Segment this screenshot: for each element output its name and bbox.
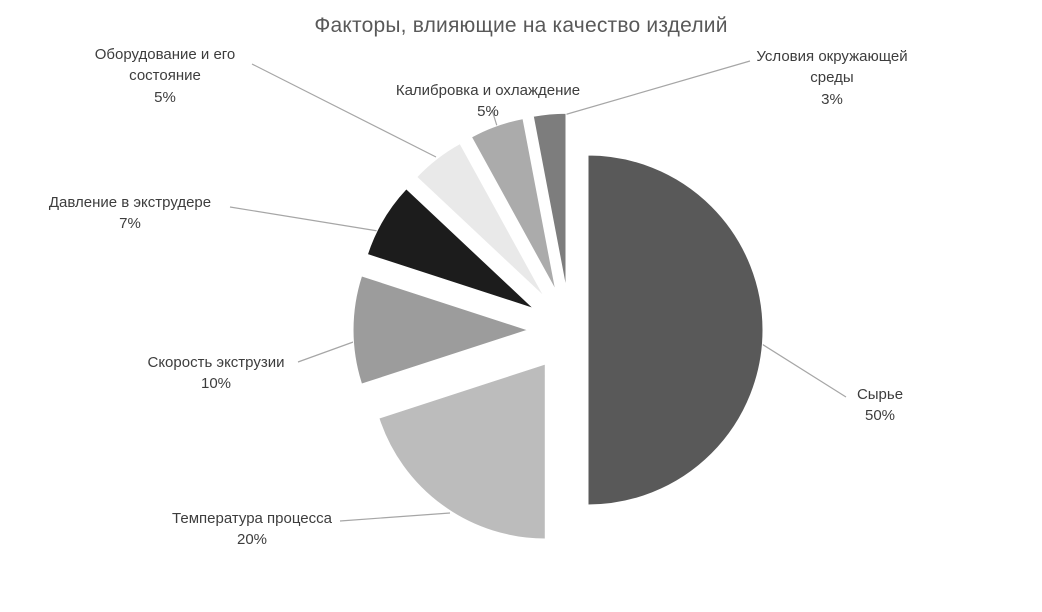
- slice-label-4: Оборудование и его состояние 5%: [79, 44, 251, 108]
- pie-slice-3: [366, 188, 535, 310]
- slice-name: Сырье: [856, 386, 904, 403]
- leader-line-4: [251, 63, 437, 158]
- slice-label-1: Температура процесса 20%: [122, 508, 382, 551]
- chart-title: Факторы, влияющие на качество изделий: [314, 14, 728, 37]
- pie-slice-1: [378, 363, 546, 540]
- pie-slice-4: [415, 142, 545, 298]
- slice-percent: 50%: [864, 407, 896, 425]
- leader-line-6: [556, 60, 751, 118]
- slice-percent: 3%: [821, 90, 843, 108]
- pie-slice-5: [470, 118, 557, 291]
- leader-line-0: [756, 340, 847, 398]
- pie-slice-2: [352, 275, 530, 385]
- slice-name: Калибровка и охлаждение: [395, 82, 581, 99]
- slice-percent: 20%: [236, 531, 268, 549]
- leader-line-1: [339, 512, 451, 522]
- slice-label-3: Давление в экструдере 7%: [10, 192, 250, 235]
- slice-label-2: Скорость экструзии 10%: [96, 352, 336, 395]
- leader-line-3: [229, 206, 379, 232]
- slice-name: Скорость экструзии: [147, 354, 285, 371]
- slice-name: Оборудование и его состояние: [94, 46, 236, 85]
- slice-percent: 5%: [477, 103, 499, 121]
- slice-name: Температура процесса: [172, 510, 332, 527]
- slice-percent: 10%: [200, 375, 232, 393]
- slice-percent: 7%: [119, 215, 141, 233]
- slice-percent: 5%: [154, 88, 176, 106]
- pie-slice-6: [532, 112, 567, 289]
- slice-label-0: Сырье 50%: [815, 384, 945, 427]
- slice-name: Условия окружающей среды: [756, 48, 908, 87]
- slice-name: Давление в экструдере: [48, 194, 212, 211]
- slice-label-6: Условия окружающей среды 3%: [750, 46, 914, 110]
- leader-line-2: [297, 340, 357, 363]
- slice-label-5: Калибровка и охлаждение 5%: [368, 80, 608, 123]
- pie-slice-0: [587, 154, 764, 506]
- leader-line-5: [491, 109, 498, 127]
